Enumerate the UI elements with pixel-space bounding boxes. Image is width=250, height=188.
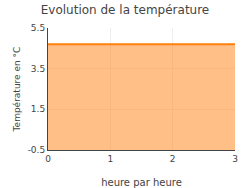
svg-text:0: 0 [45,154,51,164]
svg-text:heure par heure: heure par heure [101,177,182,188]
svg-text:5.5: 5.5 [31,23,45,33]
svg-text:1.5: 1.5 [31,104,45,114]
svg-text:3: 3 [232,154,238,164]
svg-text:2: 2 [170,154,176,164]
svg-text:Température en °C: Température en °C [12,47,22,133]
svg-text:3.5: 3.5 [31,64,45,74]
svg-text:1: 1 [107,154,113,164]
svg-text:Evolution de la température: Evolution de la température [41,3,210,17]
svg-text:-0.5: -0.5 [28,145,46,155]
